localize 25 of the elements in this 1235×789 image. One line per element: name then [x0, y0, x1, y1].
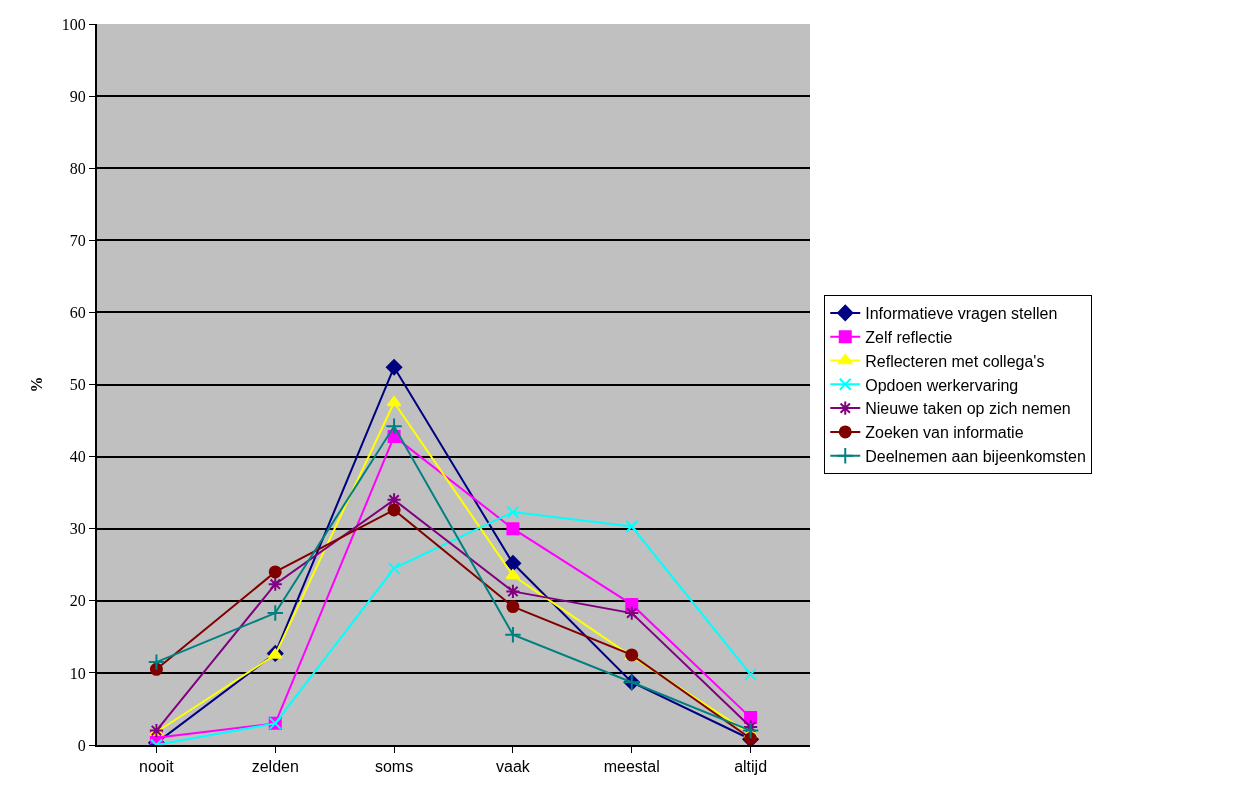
legend-label: Reflecteren met collega's [865, 352, 1045, 370]
y-tick-label: 30 [69, 520, 86, 538]
x-tick-label: zelden [251, 758, 299, 776]
y-tick-label: 0 [77, 736, 86, 754]
legend-label: Zoeken van informatie [865, 424, 1024, 442]
y-tick-label: 10 [69, 664, 86, 682]
legend-label: Nieuwe taken op zich nemen [865, 400, 1071, 418]
x-tick-label: meestal [603, 758, 660, 776]
x-tick-label: vaak [496, 758, 531, 776]
legend-label: Zelf reflectie [865, 328, 953, 346]
y-tick-label: 80 [69, 159, 86, 177]
x-tick-label: soms [374, 758, 414, 776]
y-tick-label: 50 [69, 376, 86, 394]
y-tick-label: 90 [69, 87, 86, 105]
x-tick-label: nooit [139, 758, 175, 776]
y-tick-label: 40 [69, 448, 86, 466]
y-axis-title: % [28, 376, 46, 393]
y-tick-label: 100 [61, 15, 86, 33]
legend-label: Informatieve vragen stellen [865, 305, 1058, 323]
y-tick-label: 70 [69, 231, 86, 249]
legend-label: Opdoen werkervaring [865, 376, 1019, 394]
y-tick-label: 20 [69, 592, 86, 610]
x-tick-label: altijd [734, 758, 768, 776]
y-tick-label: 60 [69, 304, 86, 321]
legend-label: Deelnemen aan bijeenkomsten [865, 447, 1086, 465]
